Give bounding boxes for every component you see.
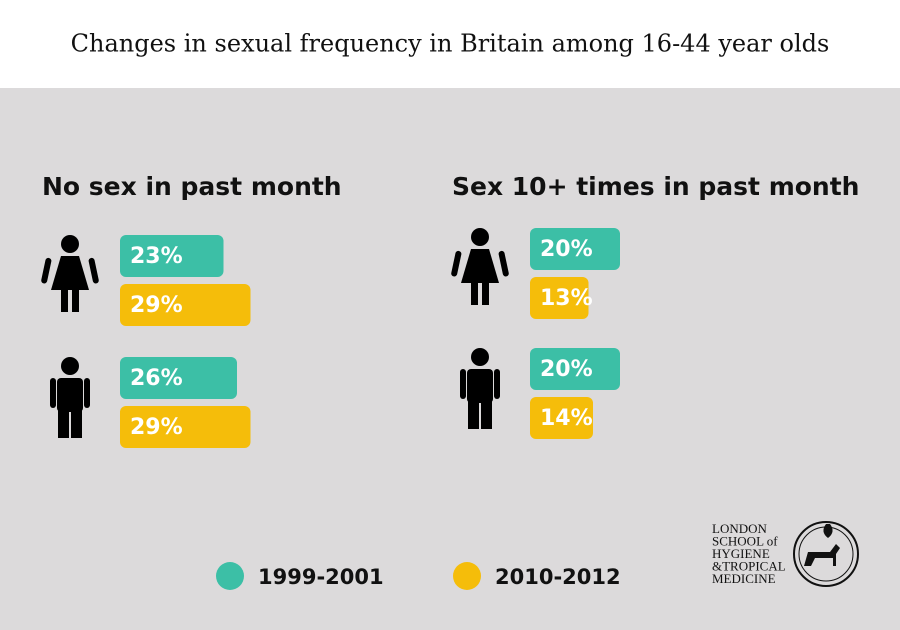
bar xyxy=(120,357,237,399)
header-band xyxy=(0,0,900,88)
woman-icon xyxy=(41,235,99,312)
value-label: 23% xyxy=(130,244,183,269)
legend-label: 2010-2012 xyxy=(495,565,621,589)
bar xyxy=(120,284,251,326)
bar xyxy=(530,397,593,439)
icon-arm xyxy=(41,257,52,284)
icon-leg xyxy=(61,290,68,312)
bar xyxy=(530,277,589,319)
icon-leg xyxy=(468,401,479,429)
panel-title: No sex in past month xyxy=(42,172,342,201)
bar xyxy=(530,228,620,270)
bar xyxy=(120,235,224,277)
icon-arm xyxy=(498,250,509,277)
value-label: 20% xyxy=(540,237,593,262)
icon-head xyxy=(471,228,489,246)
panel-title: Sex 10+ times in past month xyxy=(452,172,859,201)
logo-text: &TROPICAL xyxy=(712,558,786,573)
man-icon xyxy=(50,357,90,438)
logo-text: HYGIENE xyxy=(712,546,770,561)
value-label: 29% xyxy=(130,293,183,318)
icon-head xyxy=(61,235,79,253)
icon-arm xyxy=(84,378,90,408)
icon-leg xyxy=(58,410,69,438)
icon-arm xyxy=(451,250,462,277)
value-label: 14% xyxy=(540,406,593,431)
man-icon xyxy=(460,348,500,429)
logo-emblem xyxy=(793,521,859,587)
icon-leg xyxy=(471,283,478,305)
logo-text: MEDICINE xyxy=(712,571,776,586)
logo-text: SCHOOL of xyxy=(712,533,778,548)
value-label: 26% xyxy=(130,366,183,391)
icon-arm xyxy=(88,257,99,284)
icon-leg xyxy=(482,283,489,305)
legend-swatch xyxy=(216,562,244,590)
icon-leg xyxy=(72,290,79,312)
bar xyxy=(120,406,251,448)
icon-head xyxy=(471,348,489,366)
icon-head xyxy=(61,357,79,375)
logo-text: LONDON xyxy=(712,521,767,536)
legend-swatch xyxy=(453,562,481,590)
woman-icon xyxy=(451,228,509,305)
icon-body xyxy=(467,369,493,403)
title: Changes in sexual frequency in Britain a… xyxy=(71,30,830,58)
value-label: 13% xyxy=(540,286,593,311)
legend-label: 1999-2001 xyxy=(258,565,384,589)
icon-body xyxy=(51,256,89,290)
icon-arm xyxy=(494,369,500,399)
icon-leg xyxy=(71,410,82,438)
value-label: 29% xyxy=(130,415,183,440)
icon-arm xyxy=(460,369,466,399)
icon-leg xyxy=(481,401,492,429)
icon-body xyxy=(461,249,499,283)
bar xyxy=(530,348,620,390)
value-label: 20% xyxy=(540,357,593,382)
icon-arm xyxy=(50,378,56,408)
icon-body xyxy=(57,378,83,412)
